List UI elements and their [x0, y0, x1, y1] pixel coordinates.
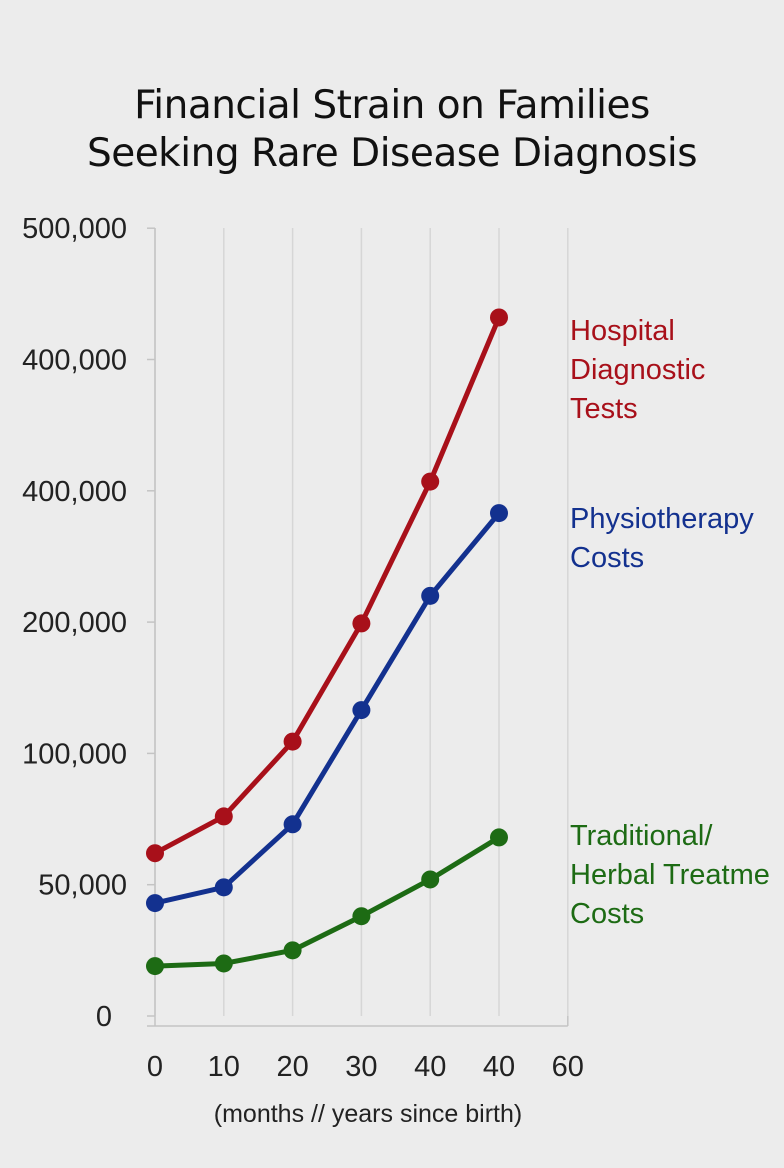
data-point [283, 732, 302, 751]
chart-title-line-2: Seeking Rare Disease Diagnosis [86, 131, 698, 176]
y-tick-label: 400,000 [22, 476, 127, 508]
x-tick-label: 10 [208, 1051, 240, 1083]
x-axis-label: (months // years since birth) [214, 1100, 522, 1128]
data-point [490, 504, 508, 523]
x-tick-label: 40 [483, 1051, 515, 1083]
x-tick-label: 60 [552, 1051, 584, 1083]
data-point [352, 907, 371, 926]
x-tick-label: 0 [147, 1051, 163, 1083]
data-point [421, 586, 440, 605]
data-point [352, 701, 371, 720]
legend-label: Diagnostic [570, 354, 705, 386]
data-point [214, 878, 233, 897]
data-point [214, 954, 233, 973]
chart-title-line-1: Financial Strain on Families [134, 83, 650, 128]
data-point [490, 308, 508, 327]
data-point [214, 807, 233, 826]
data-point [283, 941, 302, 960]
data-point [283, 815, 302, 834]
data-point [421, 472, 440, 491]
y-tick-label: 500,000 [22, 213, 127, 245]
y-tick-label: 400,000 [22, 345, 127, 377]
series-line [154, 511, 501, 906]
y-tick-label: 200,000 [22, 607, 127, 639]
data-point [146, 894, 164, 913]
x-tick-label: 40 [414, 1051, 446, 1083]
legend-label: Physiotherapy [570, 503, 754, 535]
series-line [153, 316, 502, 856]
data-point [146, 844, 164, 863]
y-tick-label: 0 [96, 1001, 112, 1033]
legend-label: Costs [570, 898, 644, 930]
legend-label: Herbal Treatme [570, 859, 770, 891]
y-tick-label: 50,000 [38, 870, 127, 902]
data-point [490, 828, 508, 847]
data-point [421, 870, 440, 889]
x-tick-label: 30 [345, 1051, 377, 1083]
legend-label: Tests [570, 393, 638, 425]
x-tick-label: 20 [276, 1051, 308, 1083]
legend-label: Traditional/ [570, 820, 713, 852]
legend-label: Costs [570, 542, 644, 574]
chart-title: Financial Strain on Families Seeking Rar… [0, 82, 784, 178]
legend-label: Hospital [570, 315, 675, 347]
data-point [352, 614, 371, 633]
series-line [154, 835, 501, 969]
data-point [146, 957, 164, 976]
y-tick-label: 100,000 [22, 738, 127, 770]
